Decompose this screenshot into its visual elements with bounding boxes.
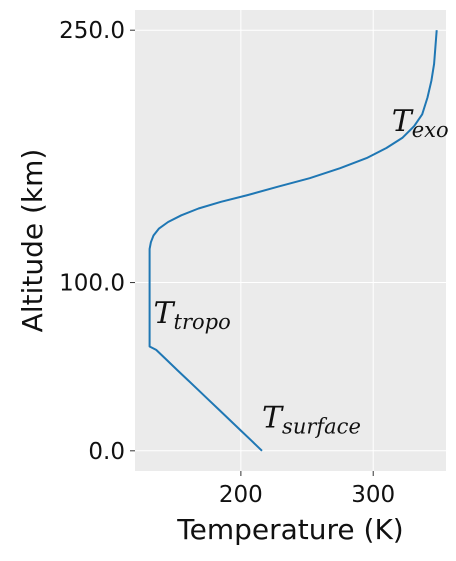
annotation-surface: Tsurface bbox=[262, 400, 361, 438]
grid-lines bbox=[135, 10, 446, 471]
annotation-tropo: Ttropo bbox=[154, 296, 231, 334]
series-line bbox=[148, 30, 438, 452]
y-tick-label: 0.0 bbox=[88, 439, 125, 465]
x-tick-label: 200 bbox=[219, 482, 263, 508]
tick-labels: 200 300 0.0 100.0 250.0 bbox=[59, 18, 395, 508]
y-axis-label: Altitude (km) bbox=[16, 149, 49, 333]
x-axis-label: Temperature (K) bbox=[176, 513, 403, 546]
annotation-exo: Texo bbox=[392, 104, 449, 142]
plot-background bbox=[135, 10, 446, 471]
annotations: Texo Ttropo Tsurface bbox=[154, 104, 449, 438]
series-layer bbox=[148, 30, 438, 452]
y-tick-label: 250.0 bbox=[59, 18, 125, 44]
x-tick-label: 300 bbox=[351, 482, 395, 508]
y-tick-label: 100.0 bbox=[59, 271, 125, 297]
